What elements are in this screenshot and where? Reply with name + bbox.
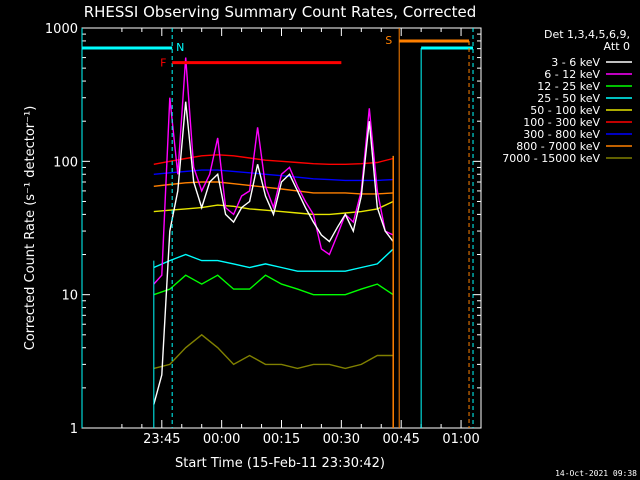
series-line <box>153 181 394 195</box>
legend-label: 800 - 7000 keV <box>516 140 600 153</box>
series-line <box>153 200 394 216</box>
x-axis-label: Start Time (15-Feb-11 23:30:42) <box>175 456 385 471</box>
y-tick-label: 1000 <box>45 22 78 37</box>
x-tick-label: 00:15 <box>263 432 300 447</box>
x-tick-label: 01:00 <box>442 432 479 447</box>
series-line <box>153 333 394 370</box>
legend-label: 12 - 25 keV <box>537 80 600 93</box>
plot-area: 1 10 100 1000 23:45 00:00 00:15 00:30 00:45 01:00… <box>45 22 482 447</box>
series-line <box>153 274 394 296</box>
series-line <box>153 101 394 405</box>
legend-header-2: Att 0 <box>604 40 630 53</box>
x-tick-label: 23:45 <box>143 432 180 447</box>
series-line <box>153 248 394 272</box>
footer-date: 14-Oct-2021 09:38 <box>555 469 637 478</box>
legend-label: 7000 - 15000 keV <box>502 152 600 165</box>
legend-header-1: Det 1,3,4,5,6,9, <box>544 28 630 41</box>
series-line <box>153 169 394 182</box>
y-tick-label: 100 <box>53 155 78 170</box>
x-tick-label: 00:30 <box>323 432 360 447</box>
y-axis-label: Corrected Count Rate (s⁻¹ detector⁻¹) <box>23 106 38 351</box>
chart-title: RHESSI Observing Summary Count Rates, Co… <box>84 3 477 21</box>
legend-label: 100 - 300 keV <box>523 116 600 129</box>
y-tick-label: 1 <box>70 422 78 437</box>
legend-label: 3 - 6 keV <box>551 56 600 69</box>
series-line <box>153 57 394 285</box>
saa-label: S <box>385 34 392 47</box>
x-tick-label: 00:00 <box>203 432 240 447</box>
night-marker-label: N <box>176 41 184 54</box>
legend-label: 25 - 50 keV <box>537 92 600 105</box>
flare-label: F <box>160 57 166 70</box>
legend-label: 300 - 800 keV <box>523 128 600 141</box>
series-line <box>153 154 394 166</box>
x-tick-label: 00:45 <box>382 432 419 447</box>
legend-label: 6 - 12 keV <box>544 68 600 81</box>
legend-label: 50 - 100 keV <box>530 104 600 117</box>
y-tick-label: 10 <box>61 289 78 304</box>
